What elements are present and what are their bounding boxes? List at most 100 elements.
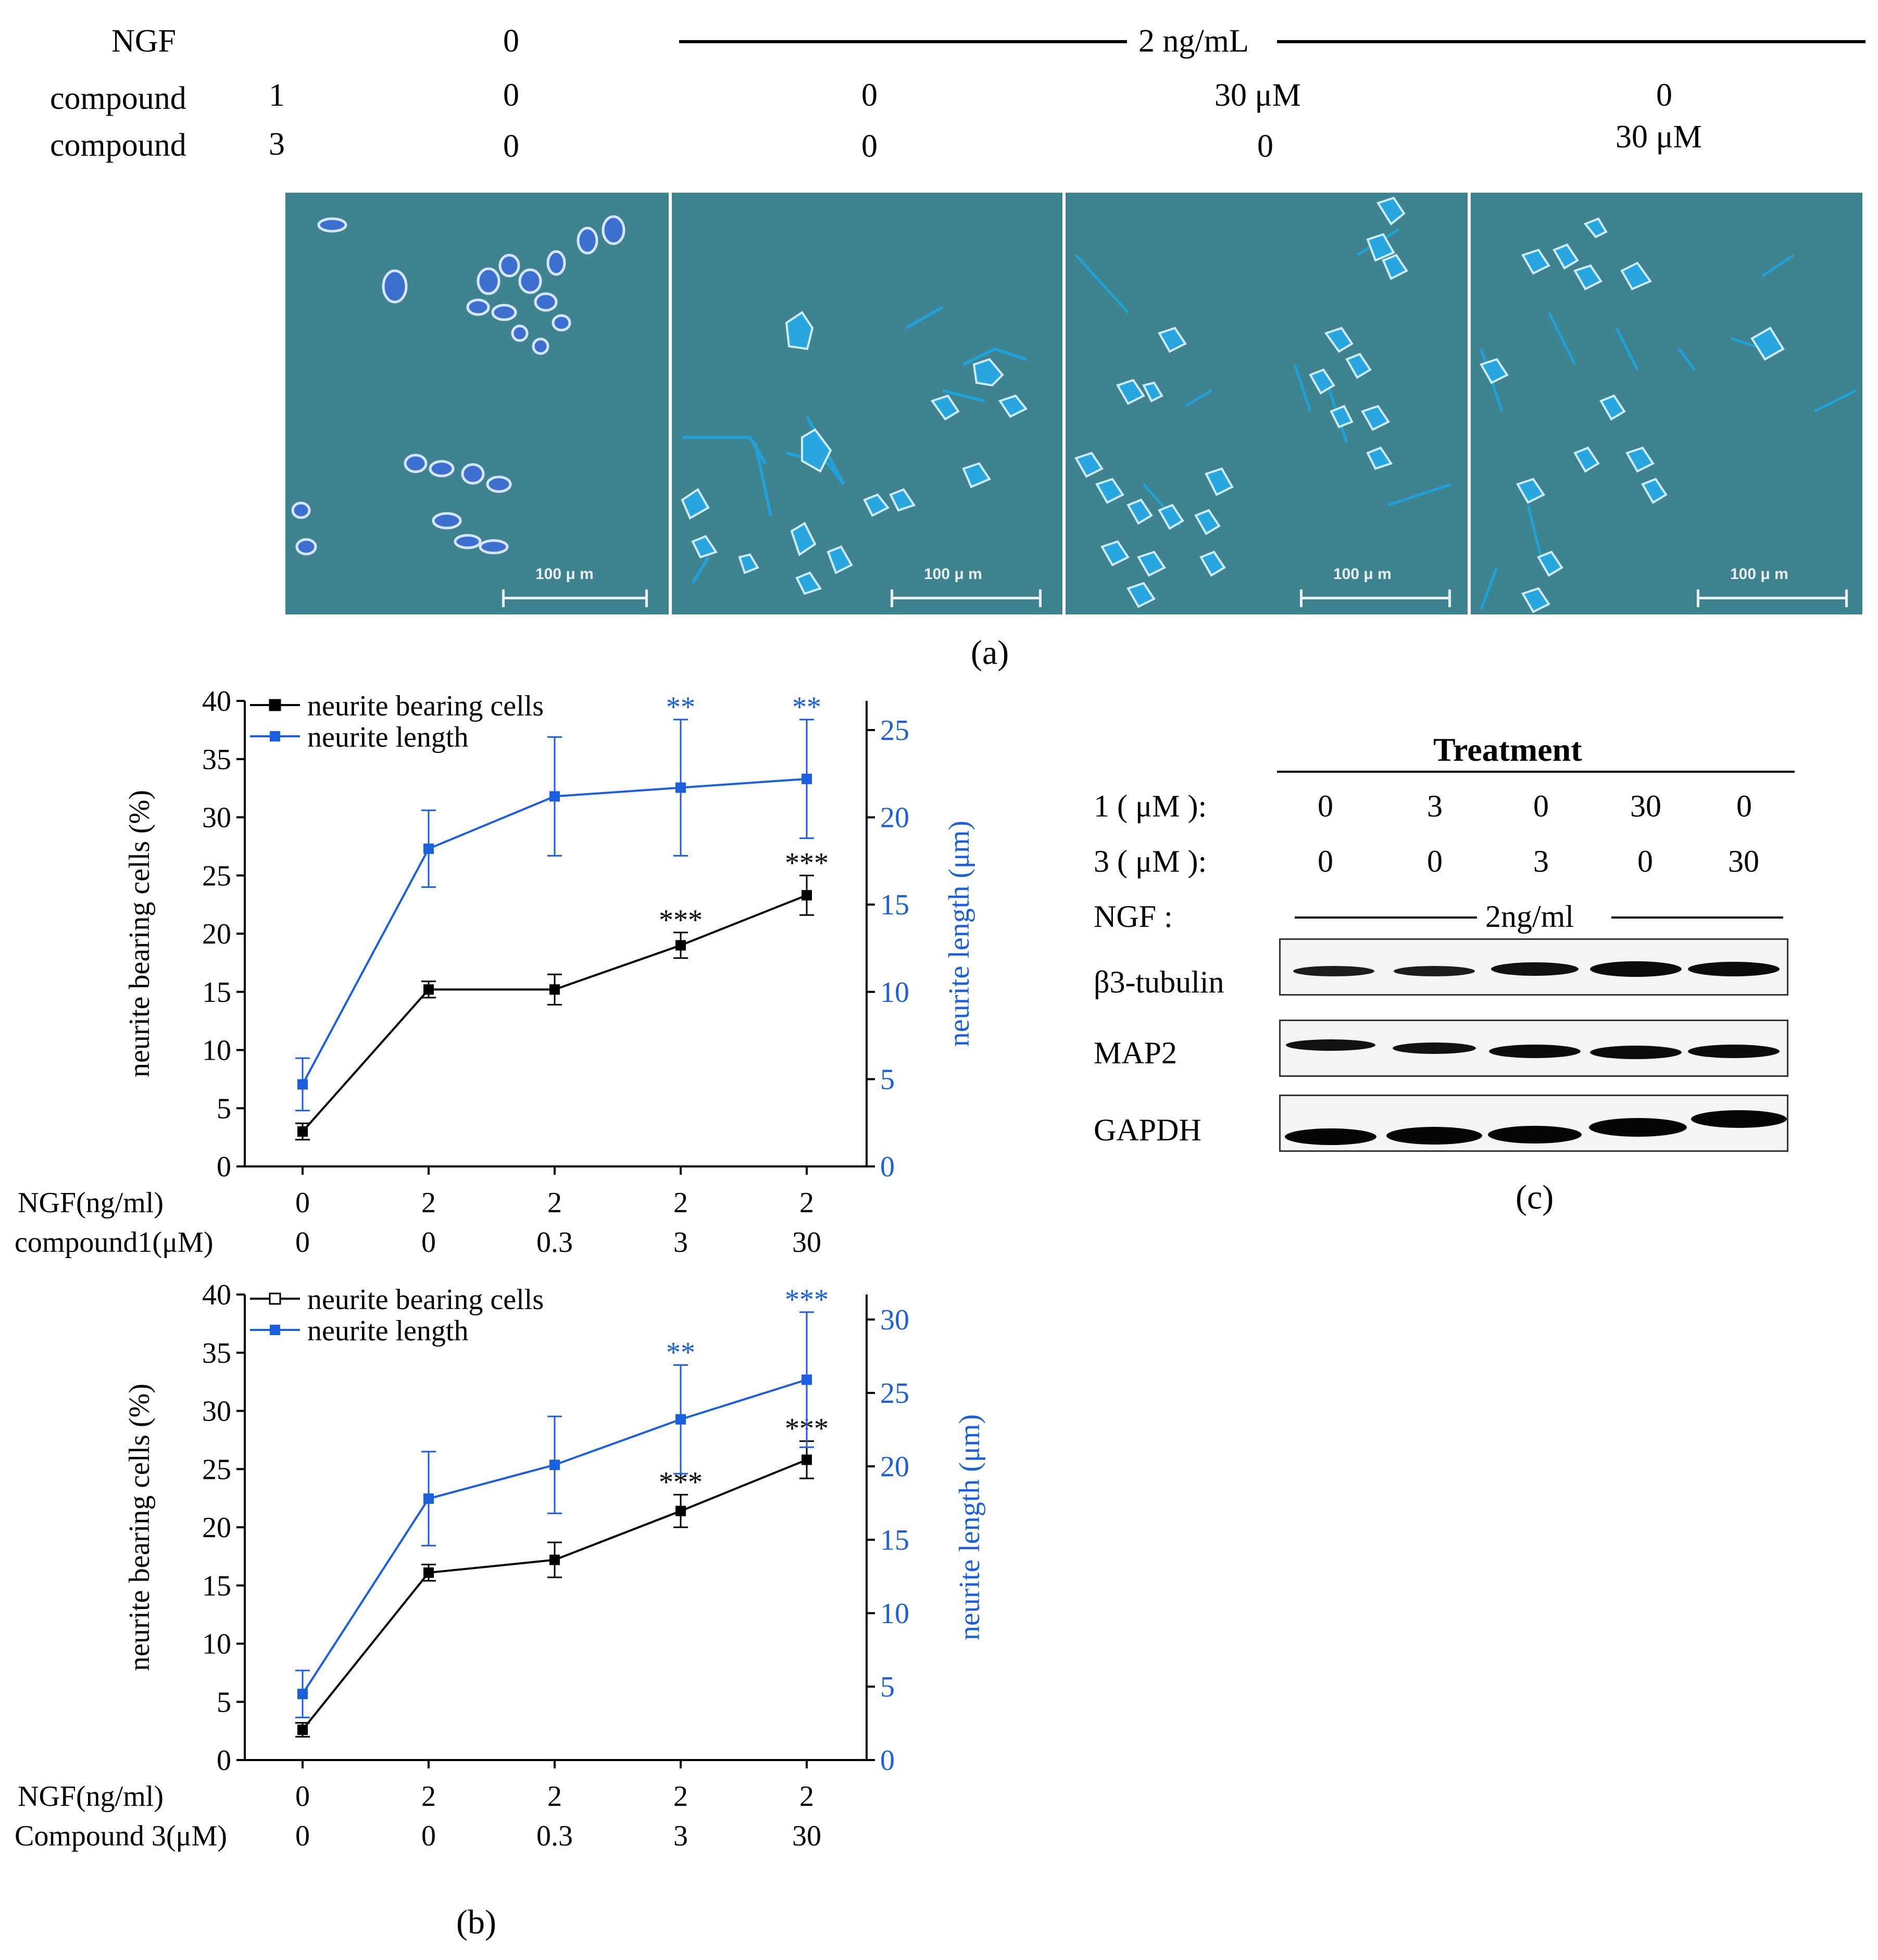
c1-val-3: 30 μM [1215,78,1301,113]
c3-val-4: 30 μM [1616,119,1702,155]
panel-b-caption: (b) [456,1903,496,1941]
x-ngf-value: 0 [295,1187,310,1219]
y-left-tick-label: 10 [202,1628,231,1661]
micrograph-strip: 100 μ m [285,193,1862,614]
neurite-length-point [549,791,560,802]
y-left-tick-label: 5 [217,1686,231,1718]
y-left-tick-label: 15 [202,976,231,1009]
micrograph-ngf-compound1: 100 μ m [1066,193,1468,614]
y-left-tick-label: 35 [202,1337,231,1370]
wb-treatment-header: Treatment [1433,731,1582,768]
wb-header-rule [1277,771,1795,773]
neurite-length-significance: ** [792,691,821,723]
micrograph-ngf-compound3: 100 μ m [1471,193,1862,614]
scale-bar-label: 100 μ m [1730,566,1788,583]
y-left-tick-label: 30 [202,802,231,834]
chart-compound3: 0 5 10 15 20 25 30 35 40 0 5 10 15 20 25 30 neurite bear… [0,1271,1000,1864]
y-right-tick-label: 5 [880,1671,895,1703]
x-ngf-value: 2 [547,1187,562,1219]
y-right-tick-label: 20 [880,802,909,834]
y-left-tick-label: 20 [202,918,231,950]
bearing-cells-point [549,984,560,995]
bearing-cells-point [675,940,686,951]
wb-r2-v5: 30 [1728,844,1759,878]
wb-row1-label: 1 ( μM ): [1094,789,1207,823]
y-right-tick-label: 5 [880,1063,895,1096]
wb-band-label-map2: MAP2 [1094,1036,1178,1070]
y-right-tick-label: 10 [880,1598,909,1630]
neurite-length-significance: ** [666,1336,695,1368]
x-category-label: 0 [421,1226,436,1259]
compound3-row-number: 3 [269,127,285,162]
bearing-cells-point [423,984,434,995]
x-ngf-value: 2 [799,1780,814,1813]
neurite-length-significance: ** [666,691,695,723]
ngf-value-ctrl: 0 [503,23,519,59]
panel-a-caption: (a) [971,634,1009,672]
compound3-row-label: compound [50,128,186,163]
x-ngf-value: 2 [673,1187,688,1219]
c1-val-4: 0 [1656,78,1672,113]
neurite-length-point [675,1414,686,1425]
wb-ngf-line-left [1295,916,1477,919]
x-category-label: 0.3 [536,1226,573,1259]
bearing-cells-significance: *** [659,904,703,936]
wb-band-label-b3tub: β3-tubulin [1094,965,1224,999]
bearing-cells-point [802,890,812,901]
y-right-tick-label: 0 [880,1151,895,1183]
neurite-length-point [802,773,812,784]
wb-r2-v1: 0 [1318,844,1333,878]
ngf-value-treated: 2 ng/mL [1138,23,1249,59]
wb-ngf-line-right [1611,916,1783,919]
x-ngf-value: 2 [421,1187,436,1219]
legend-bearing-marker [269,1292,281,1305]
scale-bar-label: 100 μ m [924,566,982,583]
y-left-tick-label: 15 [202,1570,231,1602]
legend-bearing-label: neurite bearing cells [307,1284,544,1316]
bearing-cells-point [423,1567,434,1578]
x-category-label: 30 [792,1226,821,1259]
bearing-cells-point [297,1724,308,1735]
neurite-length-point [423,843,434,854]
neurite-length-point [675,782,686,793]
x-ngf-value: 2 [547,1780,562,1813]
chart-compound1: 0 5 10 15 20 25 30 35 40 0 5 10 15 20 25 neurite bearin… [0,677,1000,1271]
ngf-row-label: NGF [111,23,177,59]
bearing-cells-point [297,1126,308,1137]
y-left-tick-label: 20 [202,1512,231,1544]
wb-band-label-gapdh: GAPDH [1094,1113,1201,1147]
legend-length-marker [270,1325,280,1335]
wb-ngf-label: NGF : [1094,899,1173,934]
y-left-tick-label: 40 [202,1279,231,1311]
legend-length-marker [270,731,280,742]
c1-val-2: 0 [861,78,878,113]
bearing-cells-point [675,1505,686,1516]
compound1-row-label: compound [50,81,186,116]
y-right-axis-title: neurite length (μm) [943,821,975,1047]
bearing-cells-significance: *** [785,847,829,879]
wb-r1-v2: 3 [1427,789,1443,823]
x-category-label: 3 [673,1820,688,1852]
wb-r1-v3: 0 [1533,789,1549,823]
neurite-length-point [549,1460,560,1471]
y-right-tick-label: 25 [880,714,909,747]
c3-val-3: 0 [1257,129,1273,164]
scale-bar-label: 100 μ m [1333,566,1392,583]
legend-length-label: neurite length [307,721,468,753]
wb-r2-v3: 3 [1533,844,1549,878]
x-category-label: 0 [295,1820,310,1852]
y-right-tick-label: 15 [880,1524,909,1556]
x-row-ngf-label: NGF(ng/ml) [18,1187,164,1219]
y-right-tick-label: 0 [880,1744,895,1777]
y-left-tick-label: 0 [217,1744,231,1777]
bearing-cells-point [802,1454,812,1465]
y-left-tick-label: 30 [202,1396,231,1428]
y-left-tick-label: 35 [202,744,231,776]
neurite-length-point [423,1493,434,1504]
legend-length-label: neurite length [307,1315,468,1347]
wb-r1-v5: 0 [1736,789,1752,823]
wb-strip-map2 [1279,1020,1788,1077]
y-left-tick-label: 10 [202,1035,231,1067]
